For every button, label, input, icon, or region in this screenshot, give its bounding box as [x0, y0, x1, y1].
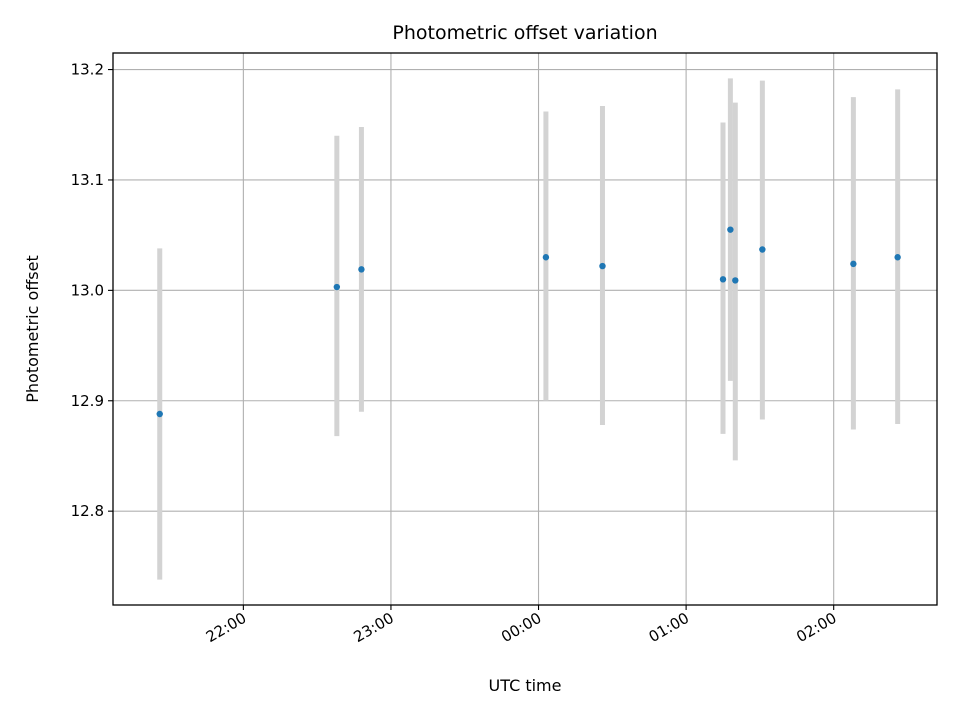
x-tick-label: 02:00 — [793, 609, 839, 646]
x-tick-label: 01:00 — [646, 609, 692, 646]
data-point — [542, 254, 550, 261]
y-tick-label: 12.9 — [71, 392, 104, 410]
y-tick-label: 12.8 — [71, 502, 104, 520]
data-point — [333, 283, 341, 291]
data-points — [156, 226, 901, 418]
x-tick-label: 00:00 — [498, 609, 544, 646]
plot-frame — [112, 52, 938, 606]
data-point — [358, 266, 365, 273]
y-axis-ticks: 12.8 12.9 13.0 13.1 13.2 — [71, 61, 113, 520]
x-tick-label: 23:00 — [351, 609, 397, 646]
data-point — [732, 277, 739, 284]
chart-title: Photometric offset variation — [392, 22, 657, 44]
grid-lines — [113, 53, 937, 605]
y-tick-label: 13.1 — [71, 171, 104, 189]
x-tick-label: 22:00 — [203, 609, 249, 646]
x-axis-title: UTC time — [489, 676, 562, 695]
data-point — [759, 246, 766, 253]
data-point — [599, 262, 606, 270]
data-point — [719, 276, 727, 283]
y-tick-label: 13.0 — [71, 281, 104, 299]
y-tick-label: 13.2 — [71, 61, 104, 79]
data-point — [894, 254, 901, 261]
y-axis-title: Photometric offset — [23, 255, 42, 403]
data-point — [156, 410, 163, 418]
data-point — [727, 226, 734, 233]
data-point — [850, 260, 857, 268]
x-axis-ticks: 22:00 23:00 00:00 01:00 02:00 — [203, 605, 840, 646]
error-bars — [157, 78, 901, 580]
